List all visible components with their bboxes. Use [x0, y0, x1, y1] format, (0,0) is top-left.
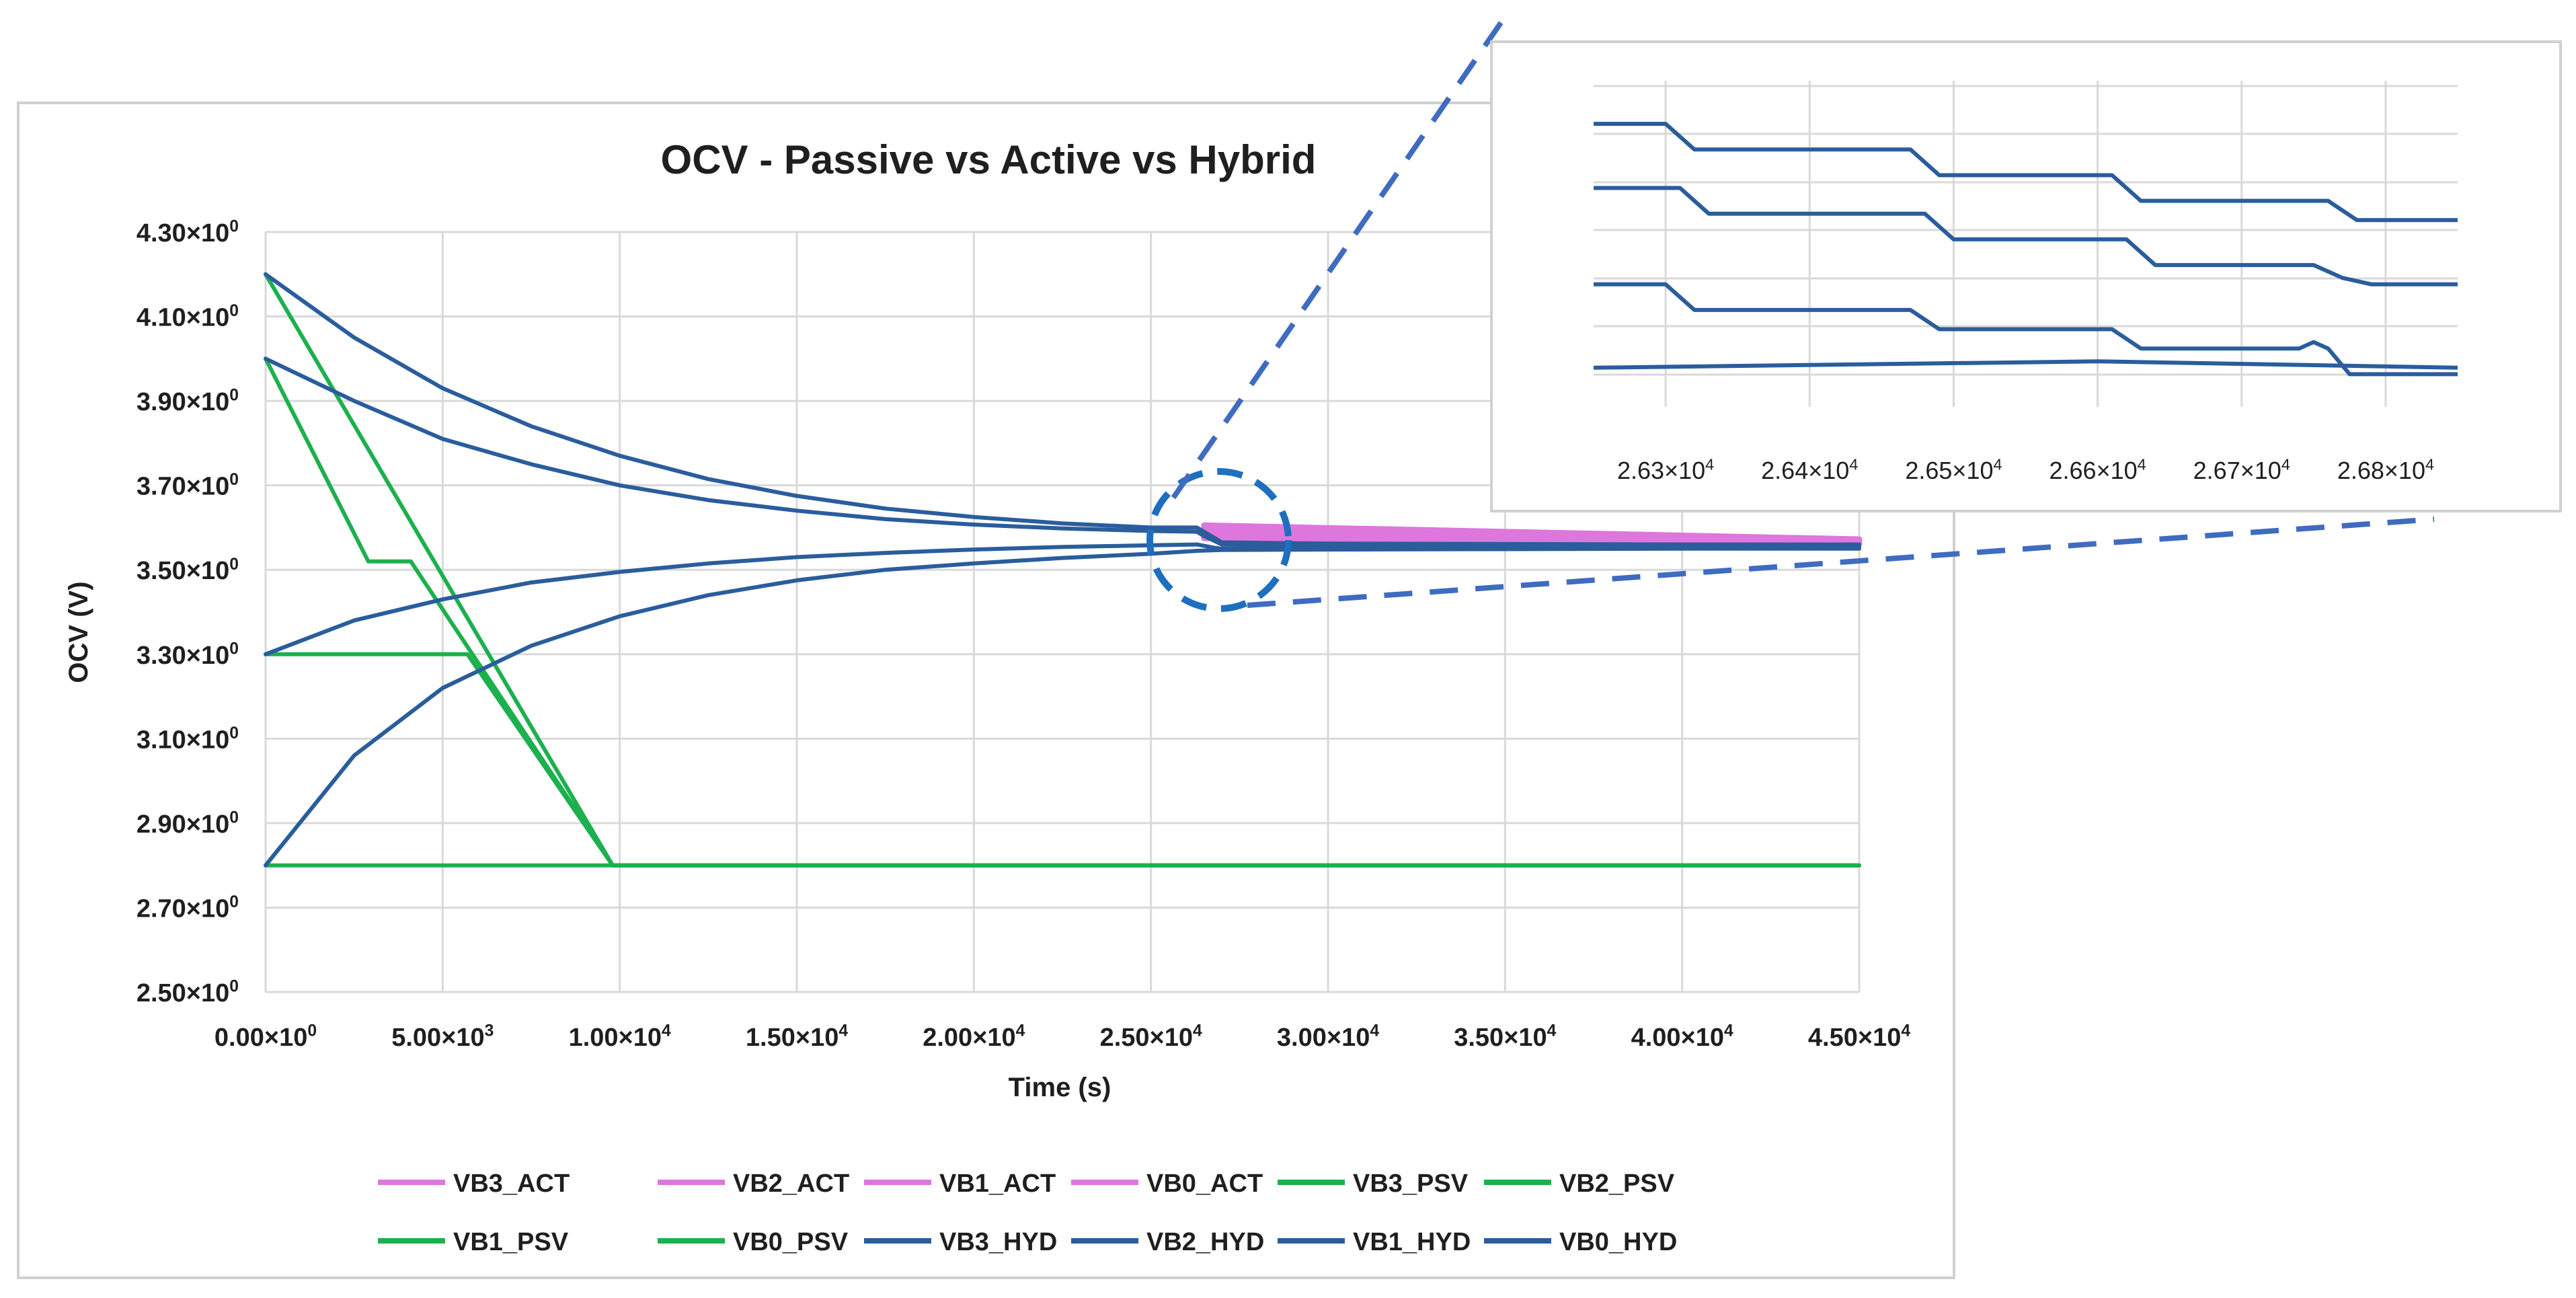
series-line-vb2-hyd — [264, 356, 1861, 549]
legend-item-vb2-act: VB2_ACT — [658, 1170, 849, 1198]
x-tick-label: 2.00×104 — [923, 1022, 1025, 1052]
inset-x-tick-label: 2.68×104 — [2337, 455, 2434, 484]
legend-label: VB2_PSV — [1559, 1170, 1675, 1198]
x-tick-label: 4.50×104 — [1808, 1022, 1910, 1052]
series-line-vb0-hyd — [264, 546, 1861, 868]
y-tick-label: 3.90×100 — [136, 387, 239, 416]
y-axis-ticks: 4.30×100 4.10×100 3.90×100 3.70×100 3.50×100… — [136, 218, 239, 1007]
legend-item-vb1-hyd: VB1_HYD — [1278, 1228, 1471, 1256]
legend-label: VB0_PSV — [733, 1228, 849, 1256]
legend-item-vb0-hyd: VB0_HYD — [1484, 1228, 1677, 1256]
zoom-circle — [1146, 468, 1292, 612]
y-tick-label: 4.10×100 — [136, 302, 239, 332]
inset-series-line — [1594, 186, 2458, 287]
x-tick-label: 4.00×104 — [1631, 1022, 1733, 1052]
legend-label: VB1_HYD — [1353, 1228, 1471, 1256]
y-tick-label: 3.50×100 — [136, 556, 239, 585]
legend-item-vb3-psv: VB3_PSV — [1278, 1170, 1469, 1198]
inset-series-line — [1594, 122, 2458, 223]
legend-label: VB3_ACT — [453, 1170, 570, 1198]
x-tick-label: 1.00×104 — [569, 1022, 671, 1052]
inset-x-tick-label: 2.64×104 — [1761, 455, 1858, 484]
legend-item-vb3-hyd: VB3_HYD — [864, 1228, 1057, 1256]
x-tick-label: 0.00×100 — [214, 1022, 317, 1052]
chart-title: OCV - Passive vs Active vs Hybrid — [661, 137, 1317, 182]
x-tick-label: 1.50×104 — [746, 1022, 848, 1052]
legend-label: VB1_ACT — [939, 1170, 1056, 1198]
x-tick-label: 3.50×104 — [1454, 1022, 1556, 1052]
legend-item-vb2-psv: VB2_PSV — [1484, 1170, 1675, 1198]
legend-label: VB2_ACT — [733, 1170, 849, 1198]
inset-x-tick-label: 2.63×104 — [1617, 455, 1714, 484]
legend-label: VB0_HYD — [1559, 1228, 1677, 1256]
y-tick-label: 2.90×100 — [136, 808, 239, 838]
x-tick-label: 3.00×104 — [1277, 1022, 1379, 1052]
inset-series-line — [1593, 359, 2458, 370]
legend-label: VB3_HYD — [939, 1228, 1057, 1256]
legend-item-vb3-act: VB3_ACT — [378, 1170, 570, 1198]
inset-frame — [1490, 40, 2562, 512]
y-axis-label: OCV (V) — [64, 581, 93, 683]
x-axis-label: Time (s) — [1009, 1073, 1111, 1102]
inset-x-tick-label: 2.66×104 — [2049, 455, 2146, 484]
y-tick-label: 2.70×100 — [136, 893, 239, 923]
x-tick-label: 5.00×103 — [391, 1022, 494, 1052]
inset-x-tick-label: 2.65×104 — [1905, 455, 2002, 484]
x-axis-ticks: 0.00×100 5.00×103 1.00×104 1.50×104 2.00×104… — [214, 1022, 1910, 1052]
y-tick-label: 3.70×100 — [136, 471, 239, 500]
inset-zoom-panel: 2.63×104 2.64×104 2.65×104 2.66×104 2.67×104… — [1490, 40, 2562, 512]
callout-line-upper — [1171, 10, 1511, 500]
callout-line-lower — [1247, 517, 2435, 608]
y-tick-label: 3.10×100 — [136, 724, 239, 754]
y-tick-label: 4.30×100 — [136, 218, 239, 247]
plot-area — [264, 272, 1863, 868]
legend-label: VB1_PSV — [453, 1228, 569, 1256]
legend-item-vb1-act: VB1_ACT — [864, 1170, 1056, 1198]
y-tick-label: 3.30×100 — [136, 640, 239, 669]
inset-series-line — [1594, 282, 2458, 377]
inset-x-tick-label: 2.67×104 — [2193, 455, 2290, 484]
legend-label: VB0_ACT — [1146, 1170, 1263, 1198]
legend-item-vb2-hyd: VB2_HYD — [1071, 1228, 1264, 1256]
x-tick-label: 2.50×104 — [1100, 1022, 1202, 1052]
legend-label: VB3_PSV — [1353, 1170, 1469, 1198]
legend-item-vb0-psv: VB0_PSV — [658, 1228, 849, 1256]
legend-item-vb0-act: VB0_ACT — [1071, 1170, 1263, 1198]
legend: VB3_ACT VB2_ACT VB1_ACT VB0_ACT VB3_PSV VB2_P… — [378, 1170, 1677, 1256]
legend-label: VB2_HYD — [1146, 1228, 1264, 1256]
zoom-callout — [1146, 10, 2435, 612]
legend-item-vb1-psv: VB1_PSV — [378, 1228, 569, 1256]
y-tick-label: 2.50×100 — [136, 978, 239, 1007]
